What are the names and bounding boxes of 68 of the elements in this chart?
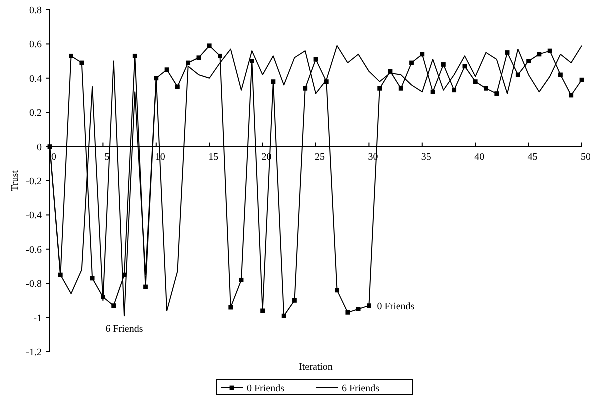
y-tick-label: 0.4 [30,74,42,85]
y-tick-label: -0.4 [26,210,42,222]
x-tick-label: 0 [52,152,56,163]
y-tick-label: 0.8 [30,6,42,16]
y-tick-label: -1 [34,313,42,324]
point [164,68,170,72]
point [132,54,138,58]
point [526,59,531,64]
point [420,52,425,57]
point [271,80,276,84]
point [569,93,574,98]
point [378,86,382,91]
point [473,80,478,84]
point [218,54,222,58]
legend-label: 0 Friends [247,384,285,394]
point [69,54,74,58]
point [537,52,542,57]
point [558,72,563,78]
point [452,88,457,93]
y-tick-label: 0.2 [30,108,42,120]
x-axis-title: Iteration [299,362,333,373]
point [494,92,500,96]
point [505,50,510,55]
point [580,78,584,82]
point [196,56,202,60]
point [260,308,265,314]
x-tick-label: 45 [528,152,538,163]
annotation: 6 Friends [106,324,144,336]
x-tick-label: 40 [474,152,485,163]
y-tick-label: -1.2 [26,348,42,358]
x-tick-label: 15 [208,152,219,163]
point [250,59,254,64]
point [346,310,350,315]
y-tick-label: 0 [37,142,42,154]
point [462,64,468,69]
point [228,305,234,310]
x-tick-label: 25 [315,152,325,163]
point [90,276,95,281]
point [430,90,436,94]
point [175,84,180,90]
point [548,48,552,54]
point [186,60,191,66]
point [314,57,318,62]
y-tick-label: -0.8 [26,279,42,290]
annotation: 0 Friends [377,301,415,312]
point [516,72,520,78]
point [367,304,372,308]
point [144,284,148,290]
point [398,86,404,91]
point [335,288,340,293]
point [303,86,308,91]
point [112,304,116,308]
y-axis-title: Trust [10,170,21,192]
point [356,307,361,312]
point [292,298,297,303]
point [154,76,159,81]
point [410,60,414,66]
x-tick-label: 35 [421,152,432,163]
point [207,44,212,48]
point [484,86,488,91]
legend-label: 6 Friends [342,384,380,394]
point [239,278,244,282]
point [80,60,84,66]
y-tick-label: -0.2 [26,176,42,188]
y-tick-label: 0.6 [30,40,42,51]
point [282,314,286,318]
y-tick-label: -0.6 [26,244,42,256]
point [441,62,446,67]
